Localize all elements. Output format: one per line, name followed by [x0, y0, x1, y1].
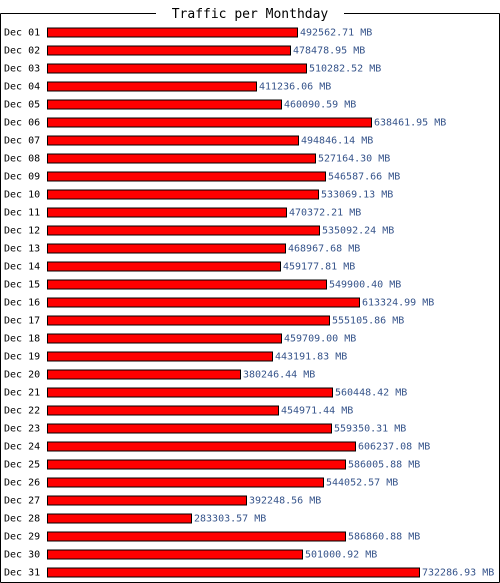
- value-label: 411236.06 MB: [259, 82, 331, 93]
- value-label: 494846.14 MB: [301, 136, 373, 147]
- day-label: Dec 16: [4, 298, 40, 309]
- value-label: 613324.99 MB: [362, 298, 434, 309]
- day-label: Dec 24: [4, 442, 40, 453]
- day-label: Dec 03: [4, 64, 40, 75]
- traffic-bar: [47, 315, 330, 326]
- traffic-bar: [47, 549, 303, 560]
- day-label: Dec 04: [4, 82, 40, 93]
- traffic-bar: [47, 153, 316, 164]
- traffic-bar: [47, 351, 273, 362]
- day-label: Dec 28: [4, 514, 40, 525]
- day-label: Dec 12: [4, 226, 40, 237]
- traffic-bar: [47, 117, 372, 128]
- value-label: 470372.21 MB: [289, 208, 361, 219]
- day-label: Dec 25: [4, 460, 40, 471]
- value-label: 283303.57 MB: [194, 514, 266, 525]
- traffic-bar: [47, 171, 326, 182]
- traffic-bar: [47, 477, 324, 488]
- value-label: 606237.08 MB: [358, 442, 430, 453]
- day-label: Dec 18: [4, 334, 40, 345]
- traffic-bar: [47, 513, 192, 524]
- value-label: 533069.13 MB: [321, 190, 393, 201]
- day-label: Dec 19: [4, 352, 40, 363]
- day-label: Dec 23: [4, 424, 40, 435]
- traffic-bar: [47, 225, 320, 236]
- day-label: Dec 13: [4, 244, 40, 255]
- value-label: 586005.88 MB: [348, 460, 420, 471]
- traffic-bar: [47, 207, 287, 218]
- day-label: Dec 30: [4, 550, 40, 561]
- traffic-bar: [47, 441, 356, 452]
- day-label: Dec 31: [4, 568, 40, 579]
- day-label: Dec 01: [4, 28, 40, 39]
- value-label: 560448.42 MB: [335, 388, 407, 399]
- value-label: 546587.66 MB: [328, 172, 400, 183]
- traffic-bar: [47, 567, 420, 578]
- traffic-bar: [47, 387, 333, 398]
- chart-rows: Dec 01 492562.71 MB Dec 02 478478.95 MB Dec …: [4, 27, 494, 579]
- day-label: Dec 09: [4, 172, 40, 183]
- day-label: Dec 02: [4, 46, 40, 57]
- day-label: Dec 22: [4, 406, 40, 417]
- value-label: 460090.59 MB: [284, 100, 356, 111]
- traffic-bar: [47, 63, 307, 74]
- traffic-bar: [47, 135, 299, 146]
- value-label: 549900.40 MB: [329, 280, 401, 291]
- traffic-bar: [47, 27, 298, 38]
- traffic-bar: [47, 369, 241, 380]
- day-label: Dec 29: [4, 532, 40, 543]
- day-label: Dec 07: [4, 136, 40, 147]
- value-label: 443191.83 MB: [275, 352, 347, 363]
- day-label: Dec 14: [4, 262, 40, 273]
- day-label: Dec 17: [4, 316, 40, 327]
- traffic-bar: [47, 261, 281, 272]
- value-label: 459177.81 MB: [283, 262, 355, 273]
- value-label: 510282.52 MB: [309, 64, 381, 75]
- traffic-bar: [47, 333, 282, 344]
- traffic-bar: [47, 279, 327, 290]
- day-label: Dec 10: [4, 190, 40, 201]
- traffic-bar: [47, 81, 257, 92]
- traffic-bar: [47, 423, 332, 434]
- value-label: 535092.24 MB: [322, 226, 394, 237]
- day-label: Dec 20: [4, 370, 40, 381]
- traffic-bar: [47, 495, 247, 506]
- traffic-bar: [47, 459, 346, 470]
- day-label: Dec 27: [4, 496, 40, 507]
- traffic-bar: [47, 405, 279, 416]
- value-label: 492562.71 MB: [300, 28, 372, 39]
- traffic-bar: [47, 297, 360, 308]
- traffic-bar: [47, 189, 319, 200]
- value-label: 459709.00 MB: [284, 334, 356, 345]
- traffic-bar: [47, 45, 291, 56]
- day-label: Dec 06: [4, 118, 40, 129]
- chart-title: Traffic per Monthday: [172, 7, 329, 22]
- day-label: Dec 26: [4, 478, 40, 489]
- traffic-bar: [47, 243, 286, 254]
- value-label: 527164.30 MB: [318, 154, 390, 165]
- day-label: Dec 15: [4, 280, 40, 291]
- traffic-bar: [47, 99, 282, 110]
- day-label: Dec 11: [4, 208, 40, 219]
- value-label: 638461.95 MB: [374, 118, 446, 129]
- day-label: Dec 08: [4, 154, 40, 165]
- day-label: Dec 21: [4, 388, 40, 399]
- value-label: 555105.86 MB: [332, 316, 404, 327]
- value-label: 501000.92 MB: [305, 550, 377, 561]
- value-label: 454971.44 MB: [281, 406, 353, 417]
- value-label: 380246.44 MB: [243, 370, 315, 381]
- value-label: 468967.68 MB: [288, 244, 360, 255]
- value-label: 544052.57 MB: [326, 478, 398, 489]
- value-label: 586860.88 MB: [348, 532, 420, 543]
- value-label: 478478.95 MB: [293, 46, 365, 57]
- value-label: 559350.31 MB: [334, 424, 406, 435]
- day-label: Dec 05: [4, 100, 40, 111]
- value-label: 732286.93 MB: [422, 568, 494, 579]
- value-label: 392248.56 MB: [249, 496, 321, 507]
- traffic-bar: [47, 531, 346, 542]
